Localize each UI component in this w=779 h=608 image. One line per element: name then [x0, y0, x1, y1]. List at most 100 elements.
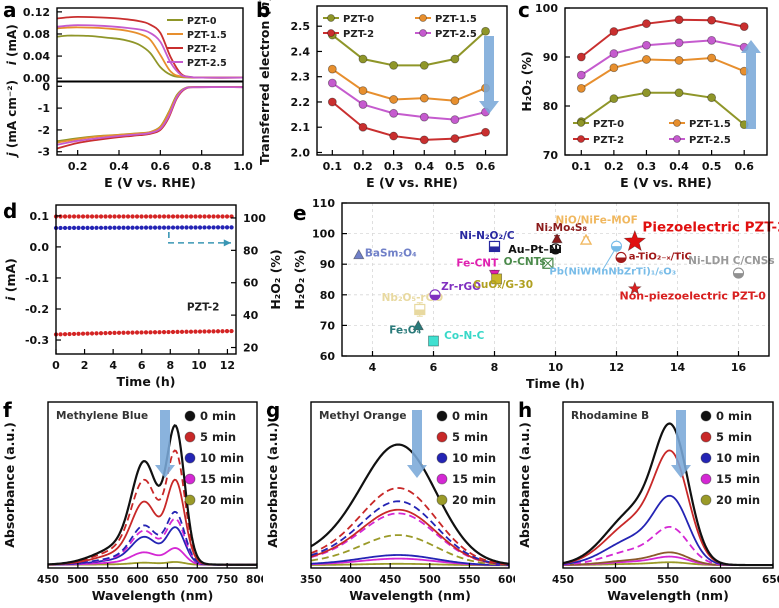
svg-text:Methyl Orange: Methyl Orange	[319, 410, 406, 422]
svg-text:a-TiO₂₋ₓ/TiC: a-TiO₂₋ₓ/TiC	[629, 251, 692, 262]
svg-text:0.6: 0.6	[151, 160, 171, 173]
svg-text:NiO/NiFe-MOF: NiO/NiFe-MOF	[556, 215, 638, 227]
svg-text:5 min: 5 min	[716, 430, 752, 444]
svg-text:4: 4	[109, 359, 117, 372]
svg-text:Fe₃O₄: Fe₃O₄	[389, 325, 421, 337]
svg-text:0.08: 0.08	[23, 28, 50, 41]
svg-text:750: 750	[216, 574, 238, 586]
panel-a-letter: a	[3, 0, 17, 22]
svg-text:70: 70	[543, 149, 559, 162]
svg-text:Zr-rGO: Zr-rGO	[441, 281, 481, 293]
svg-text:-0.1: -0.1	[25, 272, 49, 285]
svg-text:Ni-LDH C/CNSs: Ni-LDH C/CNSs	[688, 255, 774, 267]
svg-text:90: 90	[543, 51, 559, 64]
svg-text:PZT-2.5: PZT-2.5	[187, 58, 227, 69]
svg-text:20 min: 20 min	[716, 493, 760, 507]
svg-text:90: 90	[320, 258, 336, 271]
panel-f: f 450 500 550 600 650 700 750 800 Wavelength (nm…	[0, 394, 263, 608]
svg-text:PZT-1.5: PZT-1.5	[187, 30, 227, 41]
svg-text:0.04: 0.04	[23, 50, 50, 63]
svg-text:350: 350	[300, 574, 322, 586]
svg-text:450: 450	[37, 574, 59, 586]
svg-text:H₂O₂ (%): H₂O₂ (%)	[268, 249, 283, 309]
svg-text:i (mA): i (mA)	[3, 258, 18, 301]
svg-text:2.3: 2.3	[291, 71, 311, 84]
svg-text:4: 4	[369, 361, 377, 374]
panel-e-letter: e	[293, 201, 307, 225]
svg-text:450: 450	[552, 574, 574, 586]
svg-text:-1: -1	[38, 102, 50, 115]
svg-text:2.1: 2.1	[291, 121, 311, 134]
svg-text:Co-N-C: Co-N-C	[444, 330, 484, 342]
svg-text:700: 700	[186, 574, 208, 586]
svg-text:0.8: 0.8	[192, 160, 212, 173]
svg-text:0.1: 0.1	[323, 160, 343, 173]
svg-text:600: 600	[710, 574, 732, 586]
svg-text:5 min: 5 min	[452, 430, 488, 444]
svg-text:450: 450	[379, 574, 401, 586]
svg-text:650: 650	[156, 574, 178, 586]
svg-text:-2: -2	[38, 124, 50, 137]
svg-text:10 min: 10 min	[200, 451, 244, 465]
svg-text:Wavelength (nm): Wavelength (nm)	[92, 588, 214, 603]
svg-text:0.1: 0.1	[30, 210, 50, 223]
svg-text:16: 16	[731, 361, 747, 374]
panel-e: e BaSm₂O₄ Nb₂O₅-rGO Fe₃O₄ Co-N-C Zr-rGO Fe-CN…	[290, 195, 779, 394]
svg-text:6: 6	[430, 361, 438, 374]
svg-text:Rhodamine B: Rhodamine B	[571, 410, 649, 422]
svg-text:60: 60	[320, 350, 336, 363]
svg-text:14: 14	[670, 361, 686, 374]
svg-text:-0.3: -0.3	[25, 334, 49, 347]
svg-text:Fe-CNT: Fe-CNT	[456, 258, 499, 270]
svg-text:8: 8	[491, 361, 499, 374]
svg-text:PZT-1.5: PZT-1.5	[689, 119, 731, 130]
svg-text:BaSm₂O₄: BaSm₂O₄	[365, 248, 417, 260]
panel-f-chart: 450 500 550 600 650 700 750 800 Wavelength (nm) A…	[2, 401, 263, 603]
svg-text:PZT-2.5: PZT-2.5	[435, 29, 477, 40]
svg-text:0 min: 0 min	[452, 409, 488, 423]
svg-text:0.2: 0.2	[604, 160, 624, 173]
svg-text:20 min: 20 min	[200, 493, 244, 507]
svg-text:2.4: 2.4	[291, 45, 311, 58]
svg-text:-0.2: -0.2	[25, 303, 49, 316]
svg-text:PZT-2: PZT-2	[187, 302, 220, 314]
panel-g-chart: 350 400 450 500 550 600 Wavelength (nm) Absorba…	[265, 401, 515, 603]
svg-text:0.3: 0.3	[384, 160, 404, 173]
svg-text:Ni₂Mo₄S₈: Ni₂Mo₄S₈	[536, 222, 588, 234]
panel-d-chart: PZT-2 0 2 4 6 8 10 12 0.1 0.0 -0.1 -0.2 -0.3 20 40 60 80…	[3, 204, 283, 389]
svg-text:60: 60	[243, 277, 259, 290]
svg-text:0.2: 0.2	[353, 160, 373, 173]
svg-text:40: 40	[243, 309, 259, 322]
svg-text:Absorbance (a.u.): Absorbance (a.u.)	[517, 422, 532, 548]
panel-b-chart: 0.1 0.2 0.3 0.4 0.5 0.6 2.0 2.1 2.2 2.3 2.4 2.5 E (V…	[257, 0, 508, 190]
panel-e-chart: BaSm₂O₄ Nb₂O₅-rGO Fe₃O₄ Co-N-C Zr-rGO Fe-CNT C…	[292, 197, 779, 391]
svg-text:0: 0	[42, 80, 50, 93]
svg-text:PZT-1.5: PZT-1.5	[435, 14, 477, 25]
panel-b-letter: b	[256, 0, 271, 22]
svg-text:0.0: 0.0	[30, 241, 50, 254]
svg-text:i (mA): i (mA)	[5, 24, 19, 65]
svg-text:110: 110	[312, 197, 335, 210]
panel-a: a 0.2 0.4 0.6 0.8 1.0 0.00 0.04 0.08 0.12 0 -1 -2 -3…	[0, 0, 253, 195]
svg-text:0 min: 0 min	[200, 409, 236, 423]
panel-c: c 0.1 0.2 0.3 0.4 0.5 0.6 70 80 90 100 E (V vs. RH…	[515, 0, 779, 195]
svg-text:O-CNTs: O-CNTs	[504, 256, 546, 268]
panel-d: d PZT-2 0 2 4 6 8 10 12 0.1 0.0 -0.1 -0.2 -0.3 20 40 60…	[0, 195, 290, 394]
svg-text:5 min: 5 min	[200, 430, 236, 444]
svg-text:600: 600	[498, 574, 515, 586]
svg-text:CuOₓ/G-30: CuOₓ/G-30	[473, 279, 533, 291]
svg-text:70: 70	[320, 319, 336, 332]
svg-text:Nb₂O₅-rGO: Nb₂O₅-rGO	[382, 292, 444, 304]
svg-text:0: 0	[52, 359, 60, 372]
svg-text:550: 550	[458, 574, 480, 586]
svg-text:10: 10	[191, 359, 207, 372]
svg-text:Wavelength (nm): Wavelength (nm)	[607, 588, 729, 603]
svg-text:Time (h): Time (h)	[117, 374, 176, 389]
svg-text:80: 80	[243, 244, 259, 257]
svg-text:0.4: 0.4	[109, 160, 129, 173]
svg-text:80: 80	[320, 289, 336, 302]
svg-text:80: 80	[543, 100, 559, 113]
svg-text:Absorbance (a.u.): Absorbance (a.u.)	[2, 422, 17, 548]
svg-text:PZT-0: PZT-0	[187, 16, 217, 27]
